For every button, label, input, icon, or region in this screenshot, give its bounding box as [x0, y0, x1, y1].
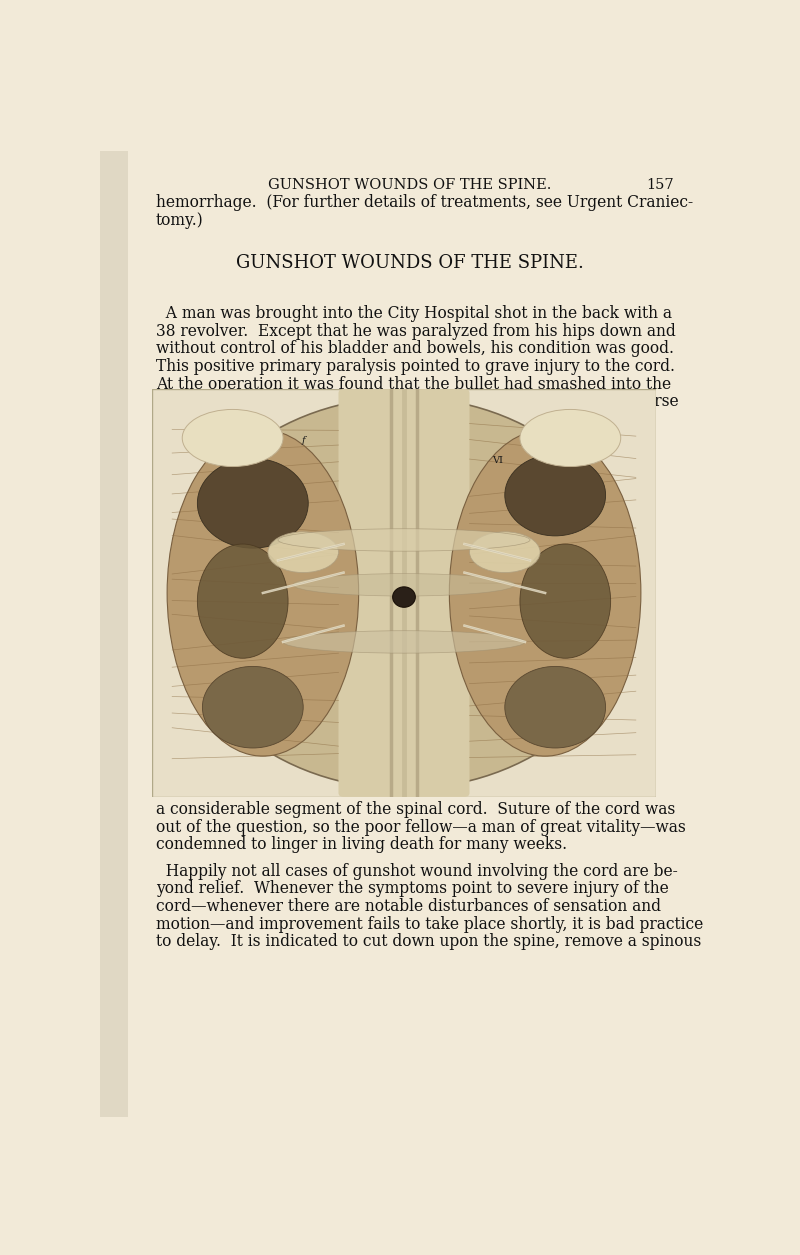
Text: cord—whenever there are notable disturbances of sensation and: cord—whenever there are notable disturba… — [156, 899, 661, 915]
FancyBboxPatch shape — [100, 151, 128, 1117]
Text: This positive primary paralysis pointed to grave injury to the cord.: This positive primary paralysis pointed … — [156, 358, 674, 375]
Text: A man was brought into the City Hospital shot in the back with a: A man was brought into the City Hospital… — [156, 305, 672, 323]
Ellipse shape — [470, 532, 540, 572]
Ellipse shape — [167, 429, 358, 756]
Ellipse shape — [268, 532, 338, 572]
Ellipse shape — [182, 409, 283, 467]
Text: hemorrhage.  (For further details of treatments, see Urgent Craniec-: hemorrhage. (For further details of trea… — [156, 195, 693, 211]
Text: 38 revolver.  Except that he was paralyzed from his hips down and: 38 revolver. Except that he was paralyze… — [156, 323, 675, 340]
Text: f: f — [302, 435, 305, 444]
FancyBboxPatch shape — [338, 389, 470, 797]
Text: At the operation it was found that the bullet had smashed into the: At the operation it was found that the b… — [156, 375, 671, 393]
Ellipse shape — [278, 528, 530, 551]
Text: a considerable segment of the spinal cord.  Suture of the cord was: a considerable segment of the spinal cor… — [156, 801, 675, 818]
Ellipse shape — [505, 666, 606, 748]
Text: GUNSHOT WOUNDS OF THE SPINE.: GUNSHOT WOUNDS OF THE SPINE. — [268, 178, 552, 192]
Text: Fig. 108.—Complete division of spinal cord; bullet retained.: Fig. 108.—Complete division of spinal co… — [209, 771, 611, 784]
Ellipse shape — [172, 397, 636, 789]
Ellipse shape — [198, 545, 288, 658]
Ellipse shape — [520, 409, 621, 467]
Text: GUNSHOT WOUNDS OF THE SPINE.: GUNSHOT WOUNDS OF THE SPINE. — [236, 254, 584, 272]
Text: to delay.  It is indicated to cut down upon the spine, remove a spinous: to delay. It is indicated to cut down up… — [156, 934, 701, 950]
Text: condemned to linger in living death for many weeks.: condemned to linger in living death for … — [156, 836, 567, 853]
Ellipse shape — [293, 574, 515, 596]
Text: spinal canal and there lodged, completely obliterating in its course: spinal canal and there lodged, completel… — [156, 393, 678, 410]
Text: without control of his bladder and bowels, his condition was good.: without control of his bladder and bowel… — [156, 340, 674, 358]
Text: motion—and improvement fails to take place shortly, it is bad practice: motion—and improvement fails to take pla… — [156, 916, 703, 932]
Ellipse shape — [520, 545, 610, 658]
Ellipse shape — [202, 666, 303, 748]
Text: VI: VI — [492, 456, 502, 464]
Ellipse shape — [283, 631, 525, 653]
Text: Happily not all cases of gunshot wound involving the cord are be-: Happily not all cases of gunshot wound i… — [156, 862, 678, 880]
FancyBboxPatch shape — [152, 389, 656, 797]
Text: 157: 157 — [646, 178, 674, 192]
Ellipse shape — [393, 587, 415, 607]
Text: tomy.): tomy.) — [156, 212, 203, 228]
Ellipse shape — [505, 454, 606, 536]
Ellipse shape — [198, 458, 308, 548]
Ellipse shape — [450, 429, 641, 756]
Text: out of the question, so the poor fellow—a man of great vitality—was: out of the question, so the poor fellow—… — [156, 818, 686, 836]
Text: yond relief.  Whenever the symptoms point to severe injury of the: yond relief. Whenever the symptoms point… — [156, 881, 669, 897]
